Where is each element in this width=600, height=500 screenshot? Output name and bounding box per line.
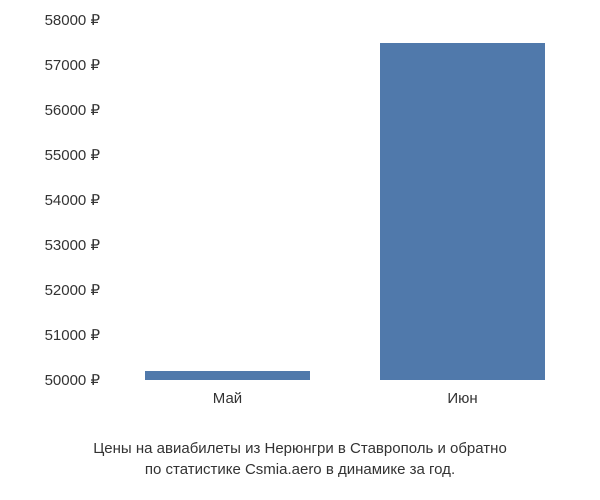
chart-caption: Цены на авиабилеты из Нерюнгри в Ставроп… <box>0 438 600 480</box>
y-tick-label: 50000 ₽ <box>45 371 100 389</box>
bar <box>145 371 310 380</box>
bar <box>380 43 545 381</box>
caption-line1: Цены на авиабилеты из Нерюнгри в Ставроп… <box>93 440 507 457</box>
caption-line2: по статистике Csmia.aero в динамике за г… <box>145 461 455 478</box>
chart-container: 50000 ₽ 51000 ₽ 52000 ₽ 53000 ₽ 54000 ₽ 55000… <box>20 20 580 420</box>
y-tick-label: 57000 ₽ <box>45 56 100 74</box>
y-tick-label: 56000 ₽ <box>45 101 100 119</box>
y-tick-label: 52000 ₽ <box>45 281 100 299</box>
x-axis: Май Июн <box>110 385 580 415</box>
y-tick-label: 55000 ₽ <box>45 146 100 164</box>
y-tick-label: 53000 ₽ <box>45 236 100 254</box>
y-axis: 50000 ₽51000 ₽52000 ₽53000 ₽54000 ₽55000… <box>20 20 110 380</box>
y-tick-label: 54000 ₽ <box>45 191 100 209</box>
y-tick-label: 51000 ₽ <box>45 326 100 344</box>
plot-area <box>110 20 580 380</box>
x-tick-label: Июн <box>447 390 477 407</box>
x-tick-label: Май <box>213 390 242 407</box>
y-tick-label: 58000 ₽ <box>45 11 100 29</box>
